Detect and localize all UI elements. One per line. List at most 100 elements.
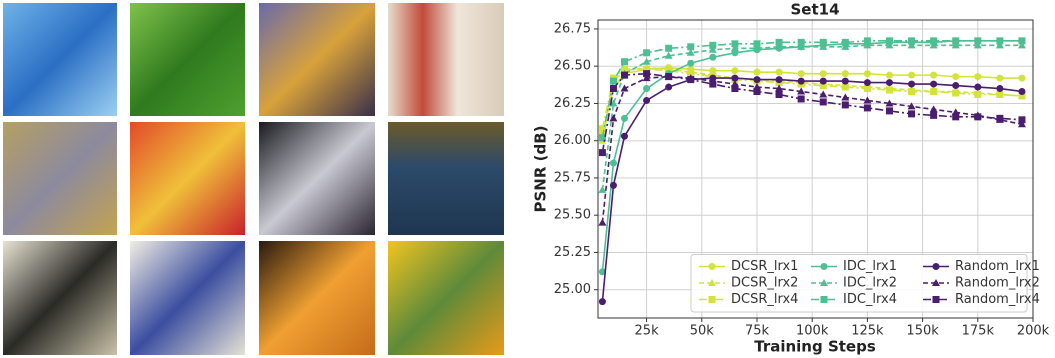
chart: Set14 Training Steps PSNR (dB) 25.0025.2… — [532, 1, 1050, 356]
x-tick-label: 200k — [1017, 324, 1050, 339]
image-tile — [388, 3, 504, 116]
marker — [709, 54, 716, 61]
marker — [621, 133, 628, 140]
marker — [599, 298, 606, 305]
marker — [952, 90, 959, 97]
image-tile — [130, 241, 245, 355]
marker — [842, 84, 849, 91]
marker — [886, 87, 893, 94]
x-tick-label: 125k — [851, 324, 884, 339]
marker — [753, 40, 760, 47]
marker — [687, 43, 694, 50]
marker — [643, 97, 650, 104]
marker — [930, 81, 937, 88]
marker — [731, 67, 738, 74]
marker — [908, 37, 915, 44]
y-tick-label: 26.75 — [554, 21, 591, 36]
legend-label: DCSR_lrx2 — [731, 276, 798, 291]
image-tile — [130, 3, 245, 116]
legend-label: Random_lrx1 — [955, 259, 1040, 274]
marker — [908, 72, 915, 79]
marker — [798, 78, 805, 85]
marker — [665, 84, 672, 91]
marker — [753, 88, 760, 95]
x-tick-label: 150k — [906, 324, 939, 339]
marker — [753, 76, 760, 83]
marker — [621, 115, 628, 122]
marker — [820, 39, 827, 46]
marker — [731, 40, 738, 47]
marker — [974, 84, 981, 91]
marker — [930, 88, 937, 95]
marker — [886, 72, 893, 79]
legend-marker — [709, 296, 716, 303]
marker — [643, 85, 650, 92]
marker — [731, 85, 738, 92]
marker — [842, 70, 849, 77]
y-tick-label: 26.00 — [554, 133, 591, 148]
marker — [609, 114, 617, 121]
marker — [820, 98, 827, 105]
marker — [610, 160, 617, 167]
y-tick-label: 26.50 — [554, 59, 591, 74]
y-tick-label: 25.25 — [554, 245, 591, 260]
marker — [820, 78, 827, 85]
x-tick-label: 175k — [962, 324, 995, 339]
marker — [886, 37, 893, 44]
marker — [842, 101, 849, 108]
legend-label: Random_lrx4 — [955, 292, 1040, 307]
marker — [930, 105, 938, 112]
legend-label: IDC_lrx2 — [843, 276, 897, 291]
marker — [621, 72, 628, 79]
y-axis-label: PSNR (dB) — [532, 125, 550, 212]
marker — [1018, 116, 1025, 123]
legend-label: IDC_lrx4 — [843, 292, 897, 307]
image-tile — [259, 3, 375, 116]
marker — [598, 219, 606, 226]
marker — [886, 107, 893, 114]
marker — [952, 113, 959, 120]
marker — [820, 70, 827, 77]
marker — [610, 78, 617, 85]
marker — [687, 76, 694, 83]
legend-marker — [821, 296, 828, 303]
marker — [974, 37, 981, 44]
chart-title: Set14 — [790, 1, 839, 19]
marker — [753, 69, 760, 76]
legend-label: IDC_lrx1 — [843, 259, 897, 274]
marker — [776, 76, 783, 83]
image-tile — [259, 122, 375, 235]
marker — [841, 93, 849, 100]
marker — [643, 49, 650, 56]
marker — [1018, 75, 1025, 82]
marker — [996, 37, 1003, 44]
image-tile — [3, 122, 117, 235]
marker — [610, 182, 617, 189]
image-tile — [3, 241, 117, 355]
marker — [996, 91, 1003, 98]
marker — [952, 73, 959, 80]
marker — [908, 81, 915, 88]
y-tick-label: 25.00 — [554, 282, 591, 297]
marker — [886, 79, 893, 86]
legend-marker — [933, 263, 940, 270]
marker — [842, 39, 849, 46]
marker — [996, 85, 1003, 92]
image-grid — [3, 3, 504, 355]
marker — [599, 149, 606, 156]
marker — [974, 73, 981, 80]
marker — [930, 112, 937, 119]
marker — [864, 37, 871, 44]
marker — [665, 73, 672, 80]
marker — [665, 45, 672, 52]
legend-label: DCSR_lrx1 — [731, 259, 798, 274]
marker — [709, 42, 716, 49]
marker — [864, 104, 871, 111]
marker — [930, 72, 937, 79]
marker — [864, 79, 871, 86]
image-tile — [388, 241, 504, 355]
marker — [864, 85, 871, 92]
marker — [776, 69, 783, 76]
legend-label: Random_lrx2 — [955, 276, 1040, 291]
marker — [1018, 37, 1025, 44]
